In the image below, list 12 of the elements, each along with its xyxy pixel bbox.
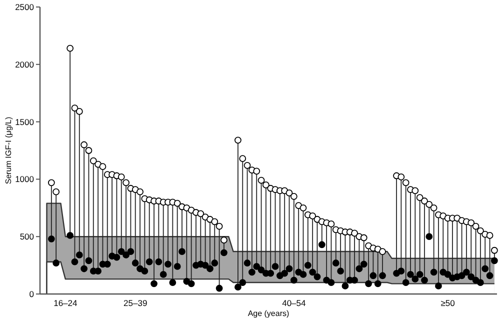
y-tick-label: 500 (20, 232, 34, 242)
y-tick-label: 2000 (15, 59, 34, 70)
y-tick-label: 0 (29, 288, 34, 299)
x-tick-label: ≥50 (440, 298, 456, 308)
y-tick-label: 1000 (15, 174, 34, 184)
x-tick-label: 16–24 (54, 298, 78, 308)
x-axis-title: Age (years) (248, 309, 290, 318)
y-axis-title: Serum IGF-I (μg/L) (4, 116, 13, 184)
y-tick-label: 1500 (15, 116, 34, 127)
x-tick-label: 25–39 (124, 298, 148, 308)
x-tick-label: 40–54 (282, 298, 306, 308)
y-tick-label: 2500 (15, 2, 34, 12)
